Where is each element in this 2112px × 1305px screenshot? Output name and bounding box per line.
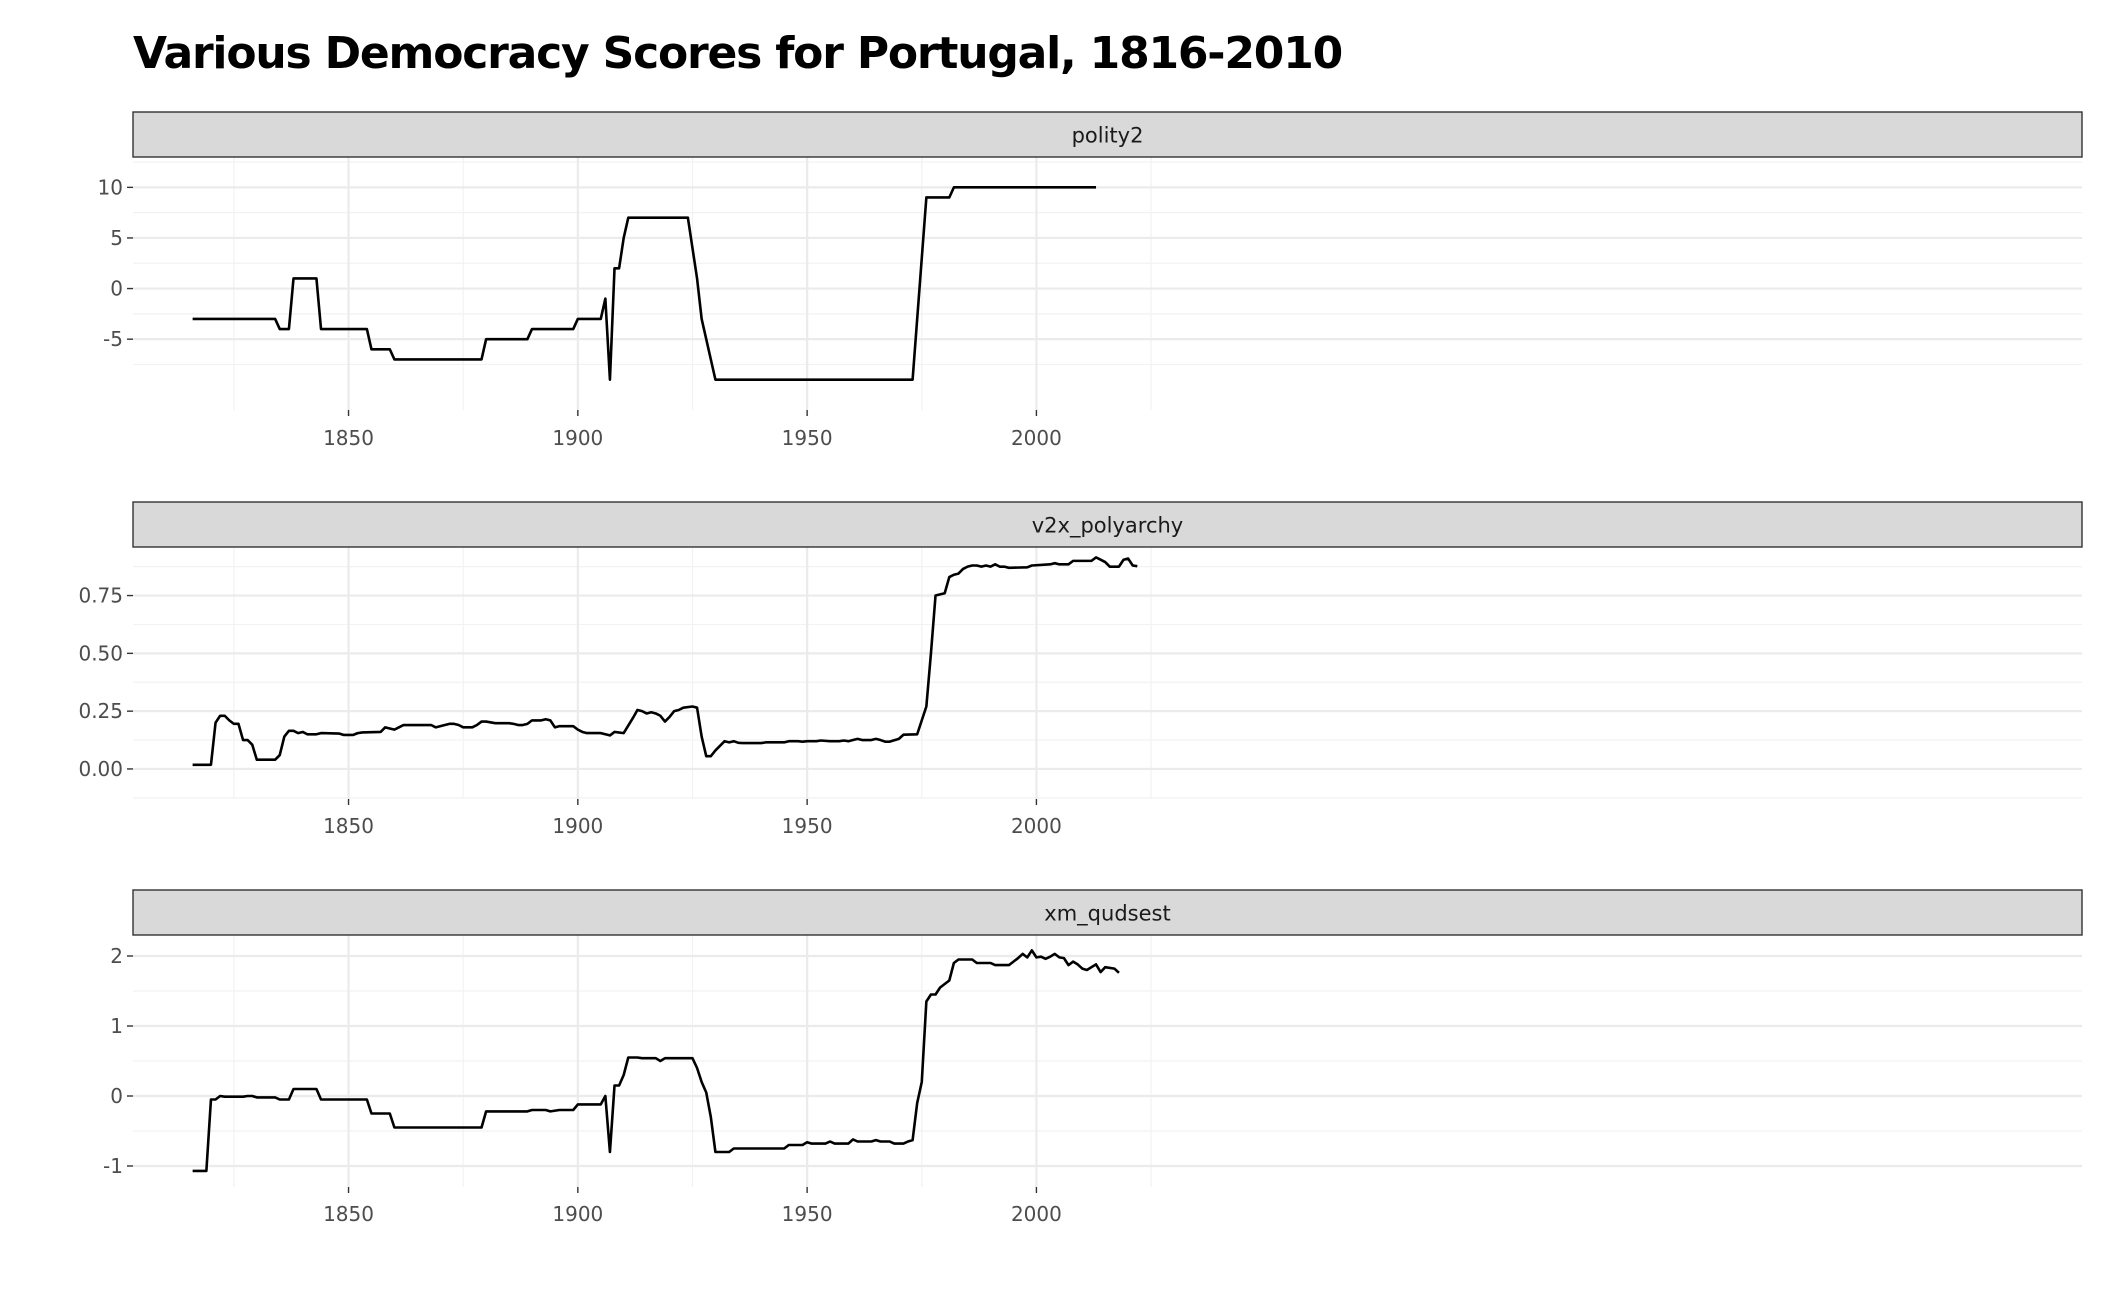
y-tick-label: 2 — [110, 944, 123, 968]
x-tick-label: 1900 — [552, 426, 603, 450]
facet-strip — [132, 111, 2083, 158]
panel-xm_qudsest: 1850 1900 1950 2000 2 1 0 -1 xm_qudsest — [103, 889, 2083, 1226]
x-tick-label: 2000 — [1011, 1202, 1062, 1226]
y-tick-label: 0.00 — [78, 757, 123, 781]
y-tick-label: 0.50 — [78, 641, 123, 665]
x-tick-label: 1950 — [782, 426, 833, 450]
x-tick-label: 2000 — [1011, 426, 1062, 450]
y-tick-label: 0.25 — [78, 699, 123, 723]
series-line-xm_qudsest — [192, 949, 1120, 1173]
y-tick-label: 0 — [110, 1084, 123, 1108]
y-tick-label: -1 — [103, 1154, 123, 1178]
series-line-v2x_polyarchy — [192, 556, 1138, 767]
panel-polity2: 1850 1900 1950 2000 10 5 0 -5 polity2 — [98, 111, 2083, 450]
x-tick-label: 1850 — [323, 814, 374, 838]
y-tick-label: 0.75 — [78, 584, 123, 608]
x-tick-label: 1950 — [782, 814, 833, 838]
facet-strip-label: polity2 — [1072, 124, 1144, 148]
x-tick-label: 1850 — [323, 426, 374, 450]
x-tick-label: 1850 — [323, 1202, 374, 1226]
chart-title: Various Democracy Scores for Portugal, 1… — [133, 28, 1343, 79]
facet-strip — [132, 501, 2083, 548]
y-tick-label: 1 — [110, 1014, 123, 1038]
y-tick-label: 5 — [110, 226, 123, 250]
facet-strip-label: xm_qudsest — [1044, 902, 1170, 927]
y-tick-label: -5 — [103, 327, 123, 351]
x-tick-label: 1900 — [552, 814, 603, 838]
panel-v2x_polyarchy: 1850 1900 1950 2000 0.75 0.50 0.25 0.00 v2x_poly… — [78, 501, 2083, 838]
x-tick-label: 1950 — [782, 1202, 833, 1226]
y-tick-label: 0 — [110, 277, 123, 301]
series-line-polity2 — [192, 186, 1097, 381]
facet-strip — [132, 889, 2083, 936]
x-tick-label: 1900 — [552, 1202, 603, 1226]
y-tick-label: 10 — [98, 175, 123, 199]
x-tick-label: 2000 — [1011, 814, 1062, 838]
facet-strip-label: v2x_polyarchy — [1032, 514, 1183, 539]
